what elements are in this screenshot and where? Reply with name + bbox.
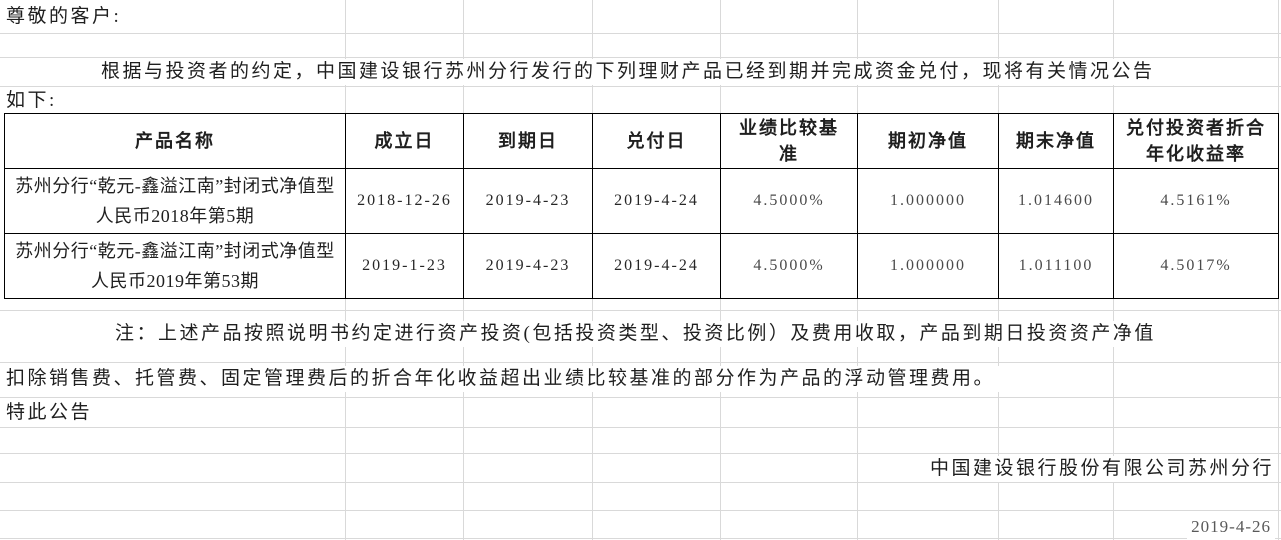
greeting-line: 尊敬的客户: — [2, 4, 126, 30]
products-table: 产品名称 成立日 到期日 兑付日 业绩比较基准 期初净值 期末净值 兑付投资者折… — [4, 113, 1279, 299]
date-line: 2019-4-26 — [1187, 514, 1275, 540]
grid-line — [0, 57, 1281, 58]
issuer-line: 中国建设银行股份有限公司苏州分行 — [925, 456, 1278, 482]
cell-annualized-return: 4.5017% — [1113, 233, 1279, 299]
cell-redemption-date: 2019-4-24 — [592, 233, 721, 299]
cell-final-nav: 1.014600 — [998, 168, 1114, 234]
cell-inception-date: 2019-1-23 — [345, 233, 464, 299]
col-header-annualized-return: 兑付投资者折合年化收益率 — [1113, 113, 1279, 169]
grid-line — [0, 427, 1281, 428]
grid-line — [0, 538, 1281, 539]
cell-initial-nav: 1.000000 — [857, 168, 999, 234]
col-header-product-name: 产品名称 — [4, 113, 346, 169]
cell-initial-nav: 1.000000 — [857, 233, 999, 299]
intro-line-1: 根据与投资者的约定，中国建设银行苏州分行发行的下列理财产品已经到期并完成资金兑付… — [2, 59, 1159, 85]
cell-redemption-date: 2019-4-24 — [592, 168, 721, 234]
col-header-initial-nav: 期初净值 — [857, 113, 999, 169]
col-header-inception-date: 成立日 — [345, 113, 464, 169]
grid-line — [0, 33, 1281, 34]
col-header-maturity-date: 到期日 — [463, 113, 593, 169]
grid-line — [0, 482, 1281, 483]
cell-maturity-date: 2019-4-23 — [463, 168, 593, 234]
cell-performance-benchmark: 4.5000% — [720, 168, 858, 234]
intro-line-2: 如下: — [2, 88, 61, 114]
grid-line — [0, 510, 1281, 511]
grid-line — [0, 397, 1281, 398]
grid-line — [0, 362, 1281, 363]
closing-line: 特此公告 — [2, 400, 97, 426]
table-row: 苏州分行“乾元-鑫溢江南”封闭式净值型人民币2018年第5期 2018-12-2… — [4, 168, 1279, 234]
cell-maturity-date: 2019-4-23 — [463, 233, 593, 299]
cell-performance-benchmark: 4.5000% — [720, 233, 858, 299]
grid-line — [0, 453, 1281, 454]
table-header-row: 产品名称 成立日 到期日 兑付日 业绩比较基准 期初净值 期末净值 兑付投资者折… — [4, 113, 1279, 169]
table-row: 苏州分行“乾元-鑫溢江南”封闭式净值型人民币2019年第53期 2019-1-2… — [4, 233, 1279, 299]
cell-product-name: 苏州分行“乾元-鑫溢江南”封闭式净值型人民币2018年第5期 — [4, 168, 346, 234]
cell-inception-date: 2018-12-26 — [345, 168, 464, 234]
grid-line — [0, 310, 1281, 311]
note-line-2: 扣除销售费、托管费、固定管理费后的折合年化收益超出业绩比较基准的部分作为产品的浮… — [2, 366, 1000, 392]
cell-annualized-return: 4.5161% — [1113, 168, 1279, 234]
col-header-redemption-date: 兑付日 — [592, 113, 721, 169]
grid-line — [0, 86, 1281, 87]
col-header-final-nav: 期末净值 — [998, 113, 1114, 169]
cell-product-name: 苏州分行“乾元-鑫溢江南”封闭式净值型人民币2019年第53期 — [4, 233, 346, 299]
col-header-performance-benchmark: 业绩比较基准 — [720, 113, 858, 169]
cell-final-nav: 1.011100 — [998, 233, 1114, 299]
note-line-1: 注：上述产品按照说明书约定进行资产投资(包括投资类型、投资比例）及费用收取，产品… — [2, 321, 1160, 347]
